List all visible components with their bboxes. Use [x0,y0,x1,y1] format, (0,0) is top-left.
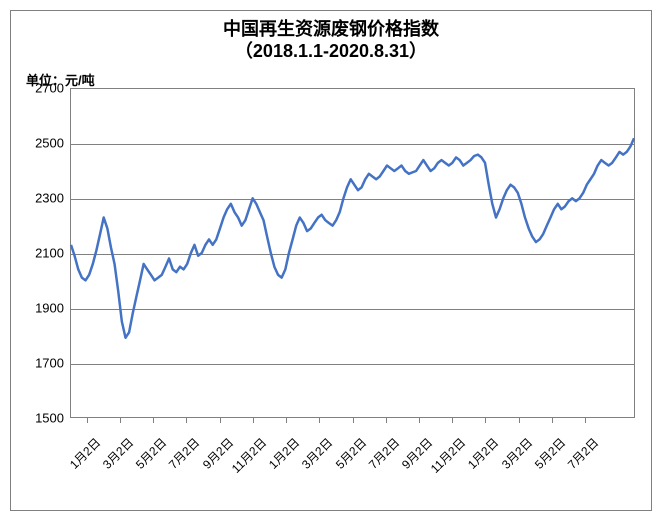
x-tick [220,418,221,423]
y-tick-label: 2500 [35,136,64,151]
x-tick [319,418,320,423]
chart-title-line1: 中国再生资源废钢价格指数 [0,18,662,40]
y-tick-label: 2300 [35,191,64,206]
chart-container: 中国再生资源废钢价格指数 （2018.1.1-2020.8.31） 单位：元/吨… [0,0,662,521]
x-tick [452,418,453,423]
x-tick [186,418,187,423]
x-tick [353,418,354,423]
x-tick [153,418,154,423]
x-tick [87,418,88,423]
x-tick [519,418,520,423]
chart-title-line2: （2018.1.1-2020.8.31） [0,40,662,62]
x-tick [585,418,586,423]
price-line [71,138,634,338]
x-tick [120,418,121,423]
x-tick [253,418,254,423]
y-tick-label: 2100 [35,246,64,261]
y-tick-label: 2700 [35,81,64,96]
y-tick-label: 1900 [35,301,64,316]
x-tick [552,418,553,423]
x-axis-labels: 1月2日3月2日5月2日7月2日9月2日11月2日1月2日3月2日5月2日7月2… [70,424,635,504]
plot-area [70,88,635,418]
y-tick-label: 1500 [35,411,64,426]
chart-title: 中国再生资源废钢价格指数 （2018.1.1-2020.8.31） [0,18,662,62]
x-tick [286,418,287,423]
line-series [71,89,634,417]
x-tick [386,418,387,423]
x-tick [419,418,420,423]
x-tick [485,418,486,423]
y-tick-label: 1700 [35,356,64,371]
